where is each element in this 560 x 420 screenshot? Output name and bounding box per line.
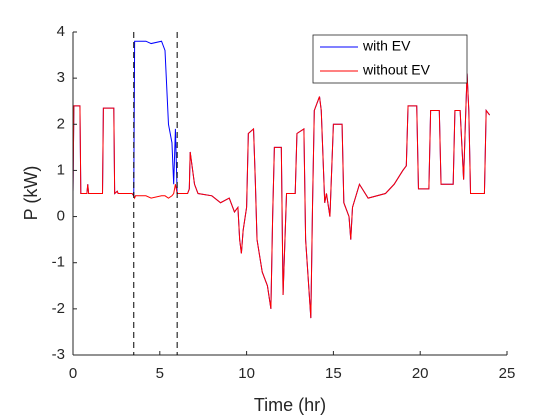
y-tick-label: 1 bbox=[57, 161, 65, 178]
y-tick-label: -2 bbox=[52, 300, 65, 317]
y-tick-label: 2 bbox=[57, 115, 65, 132]
x-tick-label: 0 bbox=[69, 365, 77, 382]
x-tick-label: 10 bbox=[238, 365, 255, 382]
x-axis-label: Time (hr) bbox=[254, 395, 326, 415]
y-tick-label: 3 bbox=[57, 69, 65, 86]
legend-label: without EV bbox=[362, 62, 431, 78]
y-axis-label: P (kW) bbox=[21, 166, 41, 221]
y-tick-label: 0 bbox=[57, 208, 65, 225]
x-tick-label: 5 bbox=[156, 365, 164, 382]
series-line bbox=[72, 73, 491, 319]
legend-label: with EV bbox=[362, 38, 411, 54]
legend-box bbox=[312, 34, 468, 84]
x-tick-label: 15 bbox=[325, 365, 342, 382]
y-tick-label: 4 bbox=[57, 23, 65, 40]
plot-area bbox=[72, 40, 491, 319]
y-tick-label: -1 bbox=[52, 254, 65, 271]
x-tick-label: 20 bbox=[412, 365, 429, 382]
x-tick-label: 25 bbox=[499, 365, 516, 382]
y-tick-label: -3 bbox=[52, 346, 65, 363]
